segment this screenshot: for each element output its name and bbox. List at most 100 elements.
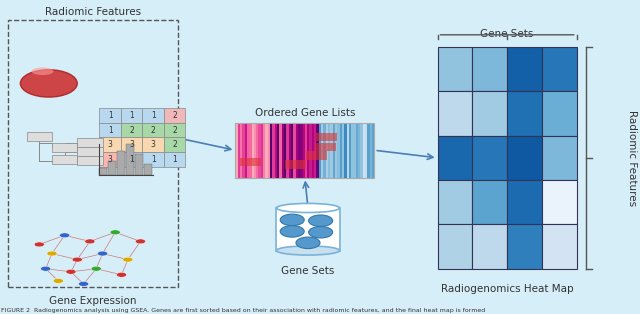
Bar xyxy=(275,123,277,178)
Ellipse shape xyxy=(296,237,320,249)
Bar xyxy=(358,123,360,178)
Bar xyxy=(289,123,291,178)
Bar xyxy=(372,123,374,178)
Bar xyxy=(164,123,186,138)
Bar xyxy=(312,123,314,178)
Bar xyxy=(323,123,326,178)
Bar xyxy=(438,47,472,91)
Bar xyxy=(277,123,279,178)
Text: 1: 1 xyxy=(151,155,156,164)
Ellipse shape xyxy=(280,225,304,237)
Bar xyxy=(121,152,142,167)
Bar xyxy=(135,154,143,175)
Bar xyxy=(367,123,370,178)
Bar xyxy=(342,123,344,178)
Text: 1: 1 xyxy=(129,111,134,120)
Bar xyxy=(121,123,142,138)
Bar xyxy=(438,225,472,269)
Circle shape xyxy=(123,257,133,262)
Bar xyxy=(268,123,270,178)
Bar xyxy=(303,123,305,178)
Bar xyxy=(285,160,306,169)
Text: 3: 3 xyxy=(150,140,156,149)
Bar xyxy=(291,123,293,178)
Bar xyxy=(370,123,372,178)
Bar xyxy=(142,108,164,123)
Circle shape xyxy=(72,257,83,262)
Ellipse shape xyxy=(276,203,340,213)
Circle shape xyxy=(97,251,108,256)
Bar xyxy=(117,151,125,175)
Text: 3: 3 xyxy=(108,140,113,149)
Bar xyxy=(259,123,260,178)
Bar xyxy=(542,47,577,91)
Text: Radiomic Features: Radiomic Features xyxy=(627,110,637,206)
Text: Gene Sets: Gene Sets xyxy=(481,29,534,39)
Bar xyxy=(266,123,268,178)
Circle shape xyxy=(79,281,88,286)
Bar xyxy=(284,123,286,178)
Bar xyxy=(438,180,472,225)
Bar xyxy=(306,151,327,160)
Bar xyxy=(260,123,263,178)
Bar xyxy=(328,123,330,178)
Bar xyxy=(77,156,102,165)
Bar xyxy=(316,123,319,178)
Bar xyxy=(252,123,254,178)
Bar xyxy=(542,91,577,136)
Text: 3: 3 xyxy=(108,155,113,164)
Bar xyxy=(340,123,342,178)
Bar xyxy=(333,123,335,178)
Text: 1: 1 xyxy=(151,111,156,120)
Bar xyxy=(353,123,356,178)
Bar xyxy=(236,123,374,178)
Bar xyxy=(293,123,296,178)
Bar xyxy=(335,123,337,178)
Text: Ordered Gene Lists: Ordered Gene Lists xyxy=(255,108,355,118)
Bar xyxy=(244,123,247,178)
Bar xyxy=(282,123,284,178)
Bar xyxy=(296,123,298,178)
Bar xyxy=(279,123,282,178)
Bar xyxy=(319,123,321,178)
Bar xyxy=(472,225,507,269)
Bar xyxy=(326,123,328,178)
Bar xyxy=(99,152,121,167)
Bar xyxy=(108,161,116,175)
Circle shape xyxy=(66,269,76,274)
Bar xyxy=(351,123,353,178)
Bar xyxy=(507,225,542,269)
Text: 2: 2 xyxy=(172,140,177,149)
Ellipse shape xyxy=(31,68,54,75)
Bar xyxy=(273,123,275,178)
Text: 1: 1 xyxy=(108,111,113,120)
Bar xyxy=(507,180,542,225)
Text: 3: 3 xyxy=(129,140,134,149)
Bar xyxy=(347,123,349,178)
Ellipse shape xyxy=(308,226,333,238)
Bar xyxy=(349,123,351,178)
Text: FIGURE 2  Radiogenomics analysis using GSEA. Genes are first sorted based on the: FIGURE 2 Radiogenomics analysis using GS… xyxy=(1,308,486,313)
Circle shape xyxy=(91,266,101,271)
Bar xyxy=(344,123,347,178)
Text: 2: 2 xyxy=(151,126,156,135)
Text: 2: 2 xyxy=(172,126,177,135)
Bar xyxy=(27,132,52,141)
Ellipse shape xyxy=(276,246,340,255)
Bar xyxy=(126,144,134,175)
Bar xyxy=(52,143,77,152)
Bar xyxy=(99,123,121,138)
Bar xyxy=(298,123,300,178)
Circle shape xyxy=(116,272,127,277)
Bar xyxy=(315,143,336,151)
Bar xyxy=(438,91,472,136)
Bar xyxy=(321,123,323,178)
Text: Gene Expression: Gene Expression xyxy=(49,296,137,306)
Text: 1: 1 xyxy=(108,126,113,135)
Circle shape xyxy=(40,266,51,271)
Bar xyxy=(121,108,142,123)
Ellipse shape xyxy=(20,70,77,97)
Bar xyxy=(164,108,186,123)
Bar xyxy=(356,123,358,178)
Bar xyxy=(237,123,240,178)
